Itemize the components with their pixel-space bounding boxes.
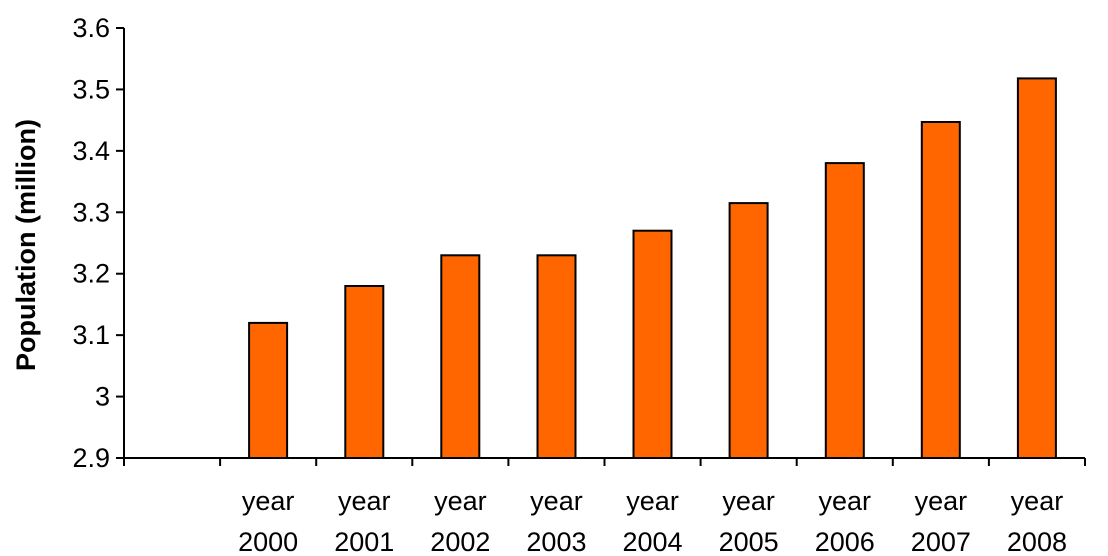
y-tick-label: 3.3 [72,197,110,227]
y-tick-label: 2.9 [72,443,110,473]
bar-year-2008 [1016,77,1057,460]
bar-year-2000 [248,321,289,459]
x-tick-label: year 2002 [430,486,490,556]
x-tick-label: year 2007 [911,486,971,556]
y-axis: 2.9 3 3.1 3.2 3.3 3.4 3.5 3.6 [72,13,125,473]
bar-year-2002 [440,254,481,459]
x-tick-label: year 2001 [334,486,394,556]
bar-year-2007 [920,121,961,459]
x-tick-label: year 2005 [719,486,779,556]
x-axis: year 2000 year 2001 year 2002 year 2003 year 2004… [123,457,1086,556]
y-axis-title: Population (million) [11,119,41,371]
y-tick-label: 3.5 [72,74,110,104]
bar-year-2001 [344,285,385,459]
x-tick-label: year 2003 [526,486,586,556]
bar-year-2005 [728,202,769,459]
x-tick-label: year 2006 [815,486,875,556]
y-tick-label: 3.2 [72,259,110,289]
x-tick-label: year 2008 [1007,486,1067,556]
y-tick-label: 3.4 [72,136,110,166]
bar-year-2006 [824,162,865,459]
bar-year-2003 [536,254,577,459]
y-tick-label: 3 [95,382,110,412]
x-tick-label: year 2004 [623,486,683,556]
bar-year-2004 [632,229,673,459]
x-tick-label: year 2000 [238,486,298,556]
y-tick-label: 3.6 [72,13,110,43]
y-tick-label: 3.1 [72,320,110,350]
bars-group [248,77,1057,460]
